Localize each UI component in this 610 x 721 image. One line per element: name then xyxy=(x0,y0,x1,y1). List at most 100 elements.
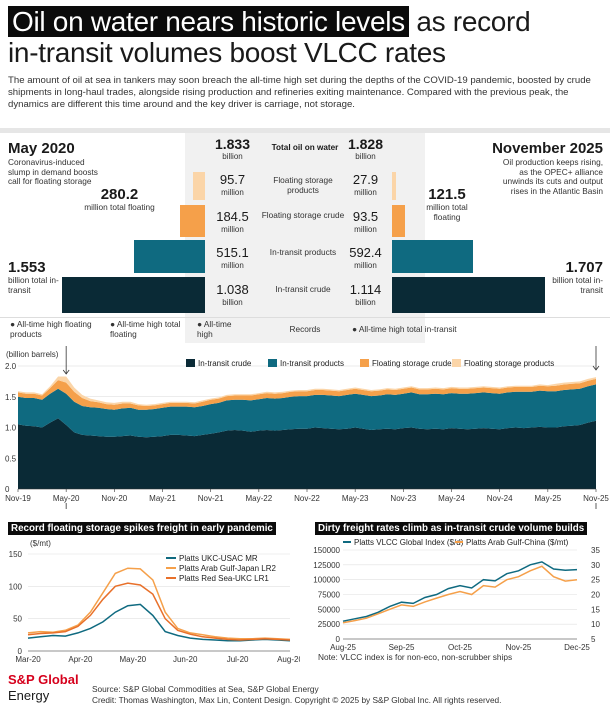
right-line-chart: 0 25000 50000 75000 100000 125000 150000 5 10 15 2… xyxy=(313,538,600,652)
bar-right-fs-products xyxy=(392,172,396,200)
title-highlight: Oil on water nears historic levels xyxy=(8,6,409,37)
row2-left-value: 184.5 xyxy=(216,209,249,224)
main-xtick-label: Nov-21 xyxy=(198,494,224,503)
main-xtick-label: Nov-22 xyxy=(294,494,320,503)
right-legend-label: Platts VLCC Global Index ($/d) xyxy=(354,538,464,547)
left-floating-unit: million total floating xyxy=(84,202,155,212)
left-transit-unit: billion total in-transit xyxy=(8,275,59,295)
right-ytick-right-label: 5 xyxy=(591,635,596,644)
left-xtick-label: Mar-20 xyxy=(15,655,41,664)
right-period: November 2025 xyxy=(492,140,603,157)
right-xtick-label: Aug-25 xyxy=(330,643,356,652)
row4-left-value: 1.038 xyxy=(216,282,249,297)
record-left-3: ● All-time high xyxy=(197,319,232,339)
main-xtick-label: Nov-23 xyxy=(390,494,416,503)
right-ytick-left-label: 0 xyxy=(336,635,341,644)
left-ytick-label: 100 xyxy=(9,582,23,591)
title-rest: as record xyxy=(408,6,531,37)
left-floating-value: 280.2 xyxy=(100,186,139,203)
row2-label: Floating storage crude xyxy=(261,210,345,220)
total-label: Total oil on water xyxy=(271,143,339,152)
main-legend-swatch xyxy=(268,359,277,367)
right-ytick-right-label: 20 xyxy=(591,591,600,600)
row1-label: Floating storage products xyxy=(273,175,333,195)
bar-right-it-products xyxy=(392,240,473,273)
left-ytick-label: 0 xyxy=(18,647,23,656)
left-xtick-label: Jun-20 xyxy=(173,655,198,664)
row4-left-unit: billion xyxy=(222,298,243,307)
left-ytick-label: 50 xyxy=(13,615,22,624)
total-right-unit: billion xyxy=(355,152,376,161)
bar-right-fs-crude xyxy=(392,205,405,237)
records-label: Records xyxy=(289,324,321,334)
footer-source: Source: S&P Global Commodities at Sea, S… xyxy=(92,684,319,694)
main-ytick-label: 0 xyxy=(5,485,10,494)
main-ytick-label: 0.5 xyxy=(5,454,17,463)
total-left-value: 1.833 xyxy=(214,136,251,152)
left-note: Coronavirus-induced slump in demand boos… xyxy=(8,157,98,187)
row3-left-unit: million xyxy=(221,261,244,270)
bar-left-it-crude xyxy=(62,277,205,313)
right-ytick-right-label: 30 xyxy=(591,561,600,570)
right-xtick-label: Sep-25 xyxy=(389,643,415,652)
brand-logo-bottom: Energy xyxy=(8,688,50,703)
left-series-line-2 xyxy=(27,582,291,641)
main-legend-label: In-transit crude xyxy=(198,359,252,368)
record-left-1: ● All-time high floating products xyxy=(10,319,92,339)
main-legend-label: Floating storage crude xyxy=(372,359,452,368)
main-ylabel: (billion barrels) xyxy=(6,350,59,359)
row2-right-unit: million xyxy=(354,225,377,234)
right-ytick-left-label: 75000 xyxy=(318,591,341,600)
left-ytick-label: 150 xyxy=(9,550,23,559)
main-ytick-label: 1.5 xyxy=(5,393,17,402)
row1-right-unit: million xyxy=(354,188,377,197)
right-floating-unit: million total floating xyxy=(426,202,468,222)
nov25-arrow-head xyxy=(592,365,600,371)
page-title: Oil on water nears historic levels as re… xyxy=(8,6,531,68)
row3-right-value: 592.4 xyxy=(349,245,382,260)
row3-right-unit: million xyxy=(354,261,377,270)
main-xtick-label: May-24 xyxy=(438,494,465,503)
main-xtick-label: Nov-20 xyxy=(101,494,127,503)
row2-right-value: 93.5 xyxy=(352,209,379,224)
right-ytick-right-label: 15 xyxy=(591,605,600,614)
bar-left-fs-products xyxy=(193,172,205,200)
main-legend-swatch xyxy=(186,359,195,367)
left-xtick-label: May-20 xyxy=(119,655,146,664)
row4-label: In-transit crude xyxy=(275,284,331,294)
bar-left-it-products xyxy=(134,240,205,273)
right-ytick-right-label: 25 xyxy=(591,576,600,585)
main-area-chart: (billion barrels) 0 0.5 1.0 1.5 2.0 Nov-19 May-… xyxy=(5,346,609,509)
right-ytick-left-label: 150000 xyxy=(313,546,340,555)
row4-right-unit: billion xyxy=(355,298,376,307)
row4-right-value: 1.114 xyxy=(349,282,382,297)
left-series-line-0 xyxy=(27,603,291,642)
right-chart-note: Note: VLCC index is for non-eco, non-scr… xyxy=(318,652,513,662)
row2-left-unit: million xyxy=(221,225,244,234)
left-xtick-label: Apr-20 xyxy=(68,655,93,664)
main-xtick-label: May-22 xyxy=(245,494,272,503)
row3-left-value: 515.1 xyxy=(216,245,249,260)
left-legend-label: Platts Arab Gulf-Japan LR2 xyxy=(179,564,276,573)
record-right-text: All-time high total in-transit xyxy=(358,324,457,334)
right-legend-label: Platts Arab Gulf-China ($/mt) xyxy=(466,538,569,547)
left-transit-value: 1.553 xyxy=(8,259,46,276)
record-left-2: ● All-time high total floating xyxy=(110,319,181,339)
right-series-line-1 xyxy=(342,565,578,624)
left-xtick-label: Jul-20 xyxy=(227,655,249,664)
main-area-1 xyxy=(18,384,596,438)
right-ytick-left-label: 100000 xyxy=(313,576,340,585)
may20-arrow-head xyxy=(62,369,70,375)
bar-left-fs-crude xyxy=(180,205,205,237)
main-ytick-label: 2.0 xyxy=(5,362,17,371)
right-ytick-left-label: 50000 xyxy=(318,605,341,614)
bar-right-it-crude xyxy=(392,277,545,313)
right-xtick-label: Oct-25 xyxy=(448,643,473,652)
right-xtick-label: Dec-25 xyxy=(564,643,590,652)
right-chart-title: Dirty freight rates climb as in-transit … xyxy=(315,522,588,535)
left-chart-title: Record floating storage spikes freight i… xyxy=(8,522,276,535)
title-line2: in-transit volumes boost VLCC rates xyxy=(8,37,446,68)
right-transit-unit: billion total in-transit xyxy=(552,275,603,295)
right-floating-value: 121.5 xyxy=(428,186,466,203)
left-series-line-1 xyxy=(27,567,291,641)
